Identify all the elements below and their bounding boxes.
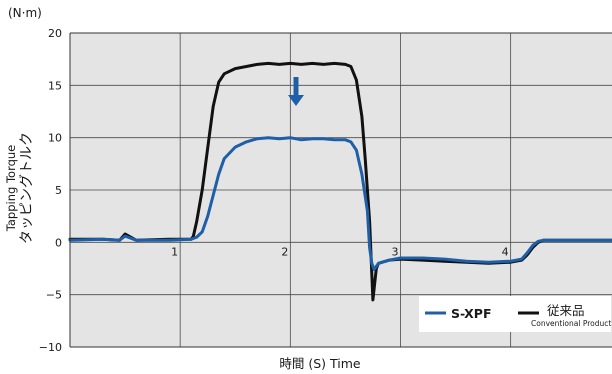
series-lines: [68, 61, 612, 302]
y-axis-label-jp: タッピングトルク: [19, 132, 35, 244]
axes: [69, 32, 612, 348]
y-tick-label: 10: [48, 132, 62, 145]
x-tick-label: 1: [171, 245, 178, 258]
y-axis-label-en: Tapping Torque: [4, 145, 18, 233]
legend-label-conventional: 従来品: [547, 303, 585, 318]
y-tick-label: 15: [48, 79, 62, 92]
legend: S-XPF 従来品 Conventional Product: [419, 296, 611, 332]
downward-arrow-annotation: [288, 77, 304, 106]
y-tick-labels: −10 −5 0 5 10 15 20: [39, 27, 62, 354]
y-tick-label: 5: [55, 184, 62, 197]
series-line-s-xpf: [68, 136, 612, 271]
arrow-head: [288, 95, 304, 106]
x-tick-label: 2: [281, 245, 288, 258]
y-unit-label: (N·m): [8, 6, 42, 20]
x-tick-label: 4: [502, 245, 509, 258]
y-tick-label: 0: [55, 236, 62, 249]
arrow-shaft: [293, 77, 299, 96]
y-tick-label: −10: [39, 341, 62, 354]
x-tick-labels: 1 2 3 4: [171, 245, 508, 258]
legend-label-s-xpf: S-XPF: [451, 306, 492, 321]
x-axis-label: 時間 (S) Time: [279, 356, 361, 371]
x-tick-label: 3: [391, 245, 398, 258]
legend-sublabel-conventional: Conventional Product: [531, 319, 611, 328]
y-tick-label: −5: [46, 289, 62, 302]
gridlines: [70, 33, 612, 347]
y-tick-label: 20: [48, 27, 62, 40]
legend-box: [419, 296, 611, 332]
